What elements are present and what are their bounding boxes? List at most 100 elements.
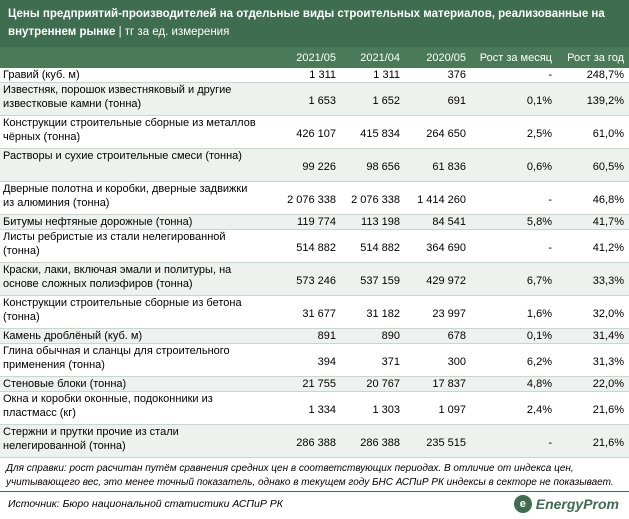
year-growth: 46,8% bbox=[557, 181, 629, 215]
month-growth: 4,8% bbox=[471, 376, 557, 392]
value-2020-05: 678 bbox=[405, 328, 471, 344]
year-growth: 33,3% bbox=[557, 262, 629, 296]
value-2021-05: 286 388 bbox=[263, 424, 341, 458]
year-growth: 21,6% bbox=[557, 391, 629, 425]
value-2021-04: 31 182 bbox=[341, 295, 405, 329]
row-name: Конструкции строительные сборные из мета… bbox=[0, 115, 263, 149]
value-2021-04: 1 311 bbox=[341, 68, 405, 83]
brand-name: EnergyProm bbox=[535, 496, 619, 512]
row-name: Окна и коробки оконные, подоконники из п… bbox=[0, 391, 263, 425]
row-name: Растворы и сухие строительные смеси (тон… bbox=[0, 148, 263, 182]
row-name: Известняк, порошок известняковый и други… bbox=[0, 82, 263, 116]
value-2020-05: 264 650 bbox=[405, 115, 471, 149]
value-2021-04: 1 652 bbox=[341, 82, 405, 116]
year-growth: 61,0% bbox=[557, 115, 629, 149]
row-name: Листы ребристые из стали нелегированной … bbox=[0, 229, 263, 263]
column-header-2021-05: 2021/05 bbox=[263, 47, 341, 68]
table-row: Камень дроблёный (куб. м) 891 890 678 0,1% 31… bbox=[0, 328, 629, 344]
footer: Источник: Бюро национальной статистики А… bbox=[0, 491, 629, 519]
value-2020-05: 364 690 bbox=[405, 229, 471, 263]
brand-logo: e EnergyProm bbox=[513, 495, 619, 513]
value-2021-04: 286 388 bbox=[341, 424, 405, 458]
table-row: Известняк, порошок известняковый и други… bbox=[0, 82, 629, 116]
row-name: Стеновые блоки (тонна) bbox=[0, 376, 263, 392]
month-growth: 6,7% bbox=[471, 262, 557, 296]
month-growth: - bbox=[471, 229, 557, 263]
column-header-2020-05: 2020/05 bbox=[405, 47, 471, 68]
value-2021-05: 2 076 338 bbox=[263, 181, 341, 215]
month-growth: 5,8% bbox=[471, 214, 557, 230]
value-2021-05: 1 311 bbox=[263, 68, 341, 83]
month-growth: 2,4% bbox=[471, 391, 557, 425]
value-2020-05: 84 541 bbox=[405, 214, 471, 230]
row-name: Краски, лаки, включая эмали и политуры, … bbox=[0, 262, 263, 296]
row-name: Камень дроблёный (куб. м) bbox=[0, 328, 263, 344]
year-growth: 41,7% bbox=[557, 214, 629, 230]
column-header-year-growth: Рост за год bbox=[557, 47, 629, 68]
table-row: Гравий (куб. м) 1 311 1 311 376-248,7% bbox=[0, 68, 629, 83]
report-title: Цены предприятий-производителей на отдел… bbox=[8, 5, 621, 41]
month-growth: 2,5% bbox=[471, 115, 557, 149]
value-2021-05: 99 226 bbox=[263, 148, 341, 182]
table-header-row: 2021/05 2021/04 2020/05 Рост за месяц Ро… bbox=[0, 47, 629, 68]
value-2021-04: 890 bbox=[341, 328, 405, 344]
value-2021-05: 891 bbox=[263, 328, 341, 344]
value-2021-05: 31 677 bbox=[263, 295, 341, 329]
value-2021-05: 573 246 bbox=[263, 262, 341, 296]
value-2021-04: 415 834 bbox=[341, 115, 405, 149]
value-2020-05: 300 bbox=[405, 343, 471, 377]
value-2021-04: 514 882 bbox=[341, 229, 405, 263]
month-growth: 0,1% bbox=[471, 82, 557, 116]
month-growth: - bbox=[471, 181, 557, 215]
value-2021-05: 1 653 bbox=[263, 82, 341, 116]
methodology-note: Для справки: рост расчитан путём сравнен… bbox=[6, 463, 614, 488]
value-2021-05: 119 774 bbox=[263, 214, 341, 230]
table-row: Стержни и прутки прочие из стали нелегир… bbox=[0, 424, 629, 458]
table-row: Глина обычная и сланцы для строительного… bbox=[0, 343, 629, 377]
row-name: Конструкции строительные сборные из бето… bbox=[0, 295, 263, 329]
year-growth: 32,0% bbox=[557, 295, 629, 329]
value-2021-04: 1 303 bbox=[341, 391, 405, 425]
row-name: Глина обычная и сланцы для строительного… bbox=[0, 343, 263, 377]
table-row: Листы ребристые из стали нелегированной … bbox=[0, 229, 629, 263]
month-growth: 1,6% bbox=[471, 295, 557, 329]
value-2020-05: 1 097 bbox=[405, 391, 471, 425]
value-2020-05: 376 bbox=[405, 68, 471, 83]
month-growth: 0,6% bbox=[471, 148, 557, 182]
table-row: Дверные полотна и коробки, дверные задви… bbox=[0, 181, 629, 215]
title-text: Цены предприятий-производителей на отдел… bbox=[8, 8, 605, 38]
column-header-month-growth: Рост за месяц bbox=[471, 47, 557, 68]
value-2021-05: 1 334 bbox=[263, 391, 341, 425]
value-2020-05: 691 bbox=[405, 82, 471, 116]
year-growth: 60,5% bbox=[557, 148, 629, 182]
year-growth: 31,3% bbox=[557, 343, 629, 377]
row-name: Стержни и прутки прочие из стали нелегир… bbox=[0, 424, 263, 458]
row-name: Битумы нефтяные дорожные (тонна) bbox=[0, 214, 263, 230]
table-row: Битумы нефтяные дорожные (тонна) 119 774 1… bbox=[0, 214, 629, 230]
report-header: Цены предприятий-производителей на отдел… bbox=[0, 0, 629, 47]
year-growth: 41,2% bbox=[557, 229, 629, 263]
table-row: Конструкции строительные сборные из бето… bbox=[0, 295, 629, 329]
value-2021-04: 371 bbox=[341, 343, 405, 377]
value-2021-04: 537 159 bbox=[341, 262, 405, 296]
year-growth: 31,4% bbox=[557, 328, 629, 344]
year-growth: 139,2% bbox=[557, 82, 629, 116]
value-2021-05: 394 bbox=[263, 343, 341, 377]
price-table: 2021/05 2021/04 2020/05 Рост за месяц Ро… bbox=[0, 47, 629, 458]
value-2021-05: 426 107 bbox=[263, 115, 341, 149]
unit-text: | тг за ед. измерения bbox=[115, 26, 230, 38]
month-growth: 6,2% bbox=[471, 343, 557, 377]
month-growth: - bbox=[471, 68, 557, 83]
year-growth: 22,0% bbox=[557, 376, 629, 392]
month-growth: - bbox=[471, 424, 557, 458]
value-2020-05: 61 836 bbox=[405, 148, 471, 182]
table-row: Растворы и сухие строительные смеси (тон… bbox=[0, 148, 629, 182]
value-2021-04: 113 198 bbox=[341, 214, 405, 230]
value-2021-05: 514 882 bbox=[263, 229, 341, 263]
value-2020-05: 1 414 260 bbox=[405, 181, 471, 215]
year-growth: 21,6% bbox=[557, 424, 629, 458]
value-2021-04: 20 767 bbox=[341, 376, 405, 392]
row-name: Дверные полотна и коробки, дверные задви… bbox=[0, 181, 263, 215]
year-growth: 248,7% bbox=[557, 68, 629, 83]
table-row: Окна и коробки оконные, подоконники из п… bbox=[0, 391, 629, 425]
